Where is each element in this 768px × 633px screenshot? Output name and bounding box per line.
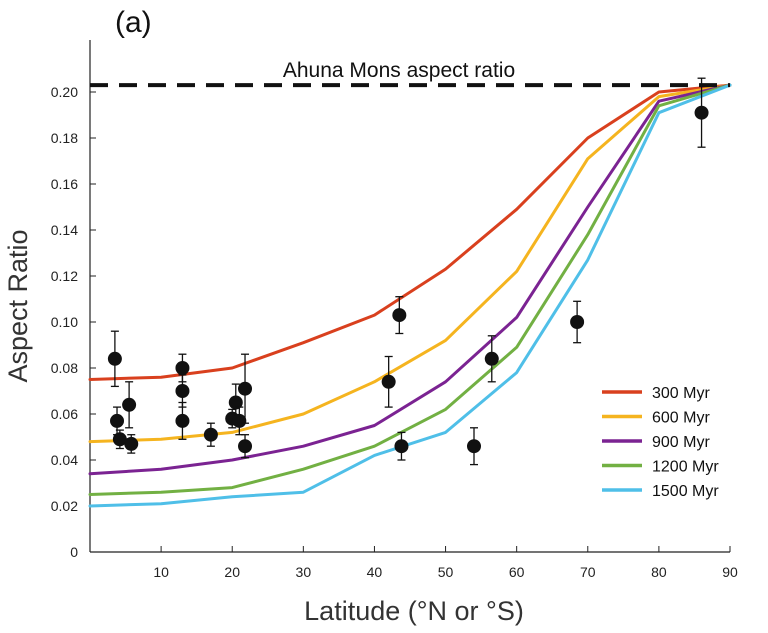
y-tick-label: 0.14: [51, 222, 78, 238]
data-point: [394, 439, 409, 454]
reference-line-label: Ahuna Mons aspect ratio: [283, 59, 515, 82]
legend-label: 1500 Myr: [652, 483, 719, 500]
data-point: [122, 397, 137, 412]
x-tick-label: 40: [367, 564, 383, 580]
y-axis-title: Aspect Ratio: [3, 229, 33, 382]
legend: 300 Myr 600 Myr 900 Myr 1200 Myr 1500 Myr: [602, 385, 719, 500]
data-point: [110, 413, 125, 428]
legend-label: 300 Myr: [652, 385, 710, 402]
data-point: [467, 439, 481, 454]
y-tick-label: 0.08: [51, 360, 78, 376]
x-tick-label: 20: [224, 564, 240, 580]
x-tick-label: 70: [580, 564, 596, 580]
y-tick-label: 0: [70, 544, 78, 560]
y-tick-label: 0.16: [51, 176, 78, 192]
data-point: [203, 427, 218, 442]
observations: [107, 77, 709, 466]
data-point: [228, 395, 243, 410]
y-tick-label: 0.20: [51, 84, 78, 100]
series-line-600-myr: [88, 83, 732, 444]
reference-line-group: Ahuna Mons aspect ratio: [90, 59, 730, 88]
data-point: [112, 432, 127, 447]
series-line-900-myr: [88, 83, 732, 476]
data-point: [484, 351, 499, 366]
data-point: [232, 413, 247, 428]
data-point: [124, 436, 139, 451]
x-tick-label: 30: [296, 564, 312, 580]
data-point: [175, 384, 190, 398]
x-axis-title: Latitude (°N or °S): [304, 596, 524, 626]
data-point: [175, 413, 190, 428]
data-point: [381, 374, 396, 389]
model-curves: [88, 83, 732, 508]
y-tick-label: 0.04: [51, 452, 78, 468]
axes: 10 20 30 40 50 60 70 80 90 0 0.02 0.04 0.06 0.08 0.10 0…: [51, 40, 738, 580]
y-tick-label: 0.18: [51, 130, 78, 146]
y-tick-label: 0.06: [51, 406, 78, 422]
series-line-300-myr: [88, 83, 732, 381]
x-tick-label: 80: [651, 564, 667, 580]
series-line-1500-myr: [88, 83, 732, 508]
y-tick-label: 0.10: [51, 314, 78, 330]
data-point: [238, 381, 253, 396]
x-tick-label: 50: [438, 564, 454, 580]
data-point: [238, 439, 253, 454]
data-point: [107, 351, 122, 366]
data-point: [694, 105, 709, 120]
panel-label: (a): [115, 6, 152, 39]
data-point: [392, 308, 407, 323]
data-point: [570, 315, 585, 329]
legend-label: 600 Myr: [652, 410, 710, 427]
series-line-1200-myr: [88, 83, 732, 496]
y-tick-label: 0.12: [51, 268, 78, 284]
data-point: [175, 361, 190, 375]
x-tick-label: 90: [722, 564, 738, 580]
y-tick-label: 0.02: [51, 498, 78, 514]
x-tick-label: 10: [153, 564, 169, 580]
legend-label: 1200 Myr: [652, 459, 719, 476]
x-tick-label: 60: [509, 564, 525, 580]
legend-label: 900 Myr: [652, 434, 710, 451]
